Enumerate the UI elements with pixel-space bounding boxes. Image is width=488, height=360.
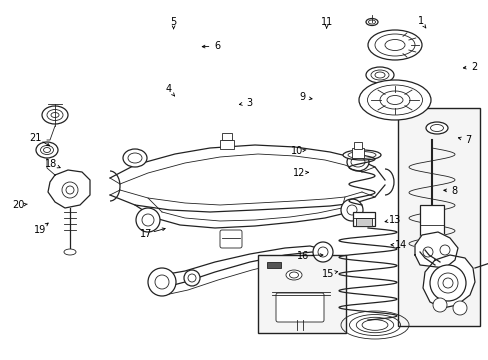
Ellipse shape (365, 18, 377, 26)
Text: 7: 7 (465, 135, 470, 145)
Ellipse shape (123, 149, 147, 167)
Bar (353, 142, 361, 149)
Circle shape (432, 298, 446, 312)
Bar (397, 108, 479, 326)
Bar (352, 212, 374, 226)
Ellipse shape (365, 67, 393, 83)
Ellipse shape (367, 30, 421, 60)
Text: 6: 6 (214, 41, 220, 51)
Bar (222, 133, 231, 140)
Text: 16: 16 (296, 251, 309, 261)
Polygon shape (422, 255, 474, 308)
Text: 18: 18 (45, 159, 58, 169)
Bar (351, 148, 363, 158)
Polygon shape (414, 232, 457, 268)
Polygon shape (48, 170, 90, 208)
Ellipse shape (346, 153, 368, 171)
Circle shape (136, 208, 160, 232)
Text: 11: 11 (320, 17, 332, 27)
Circle shape (312, 242, 332, 262)
Text: 5: 5 (170, 17, 176, 27)
Ellipse shape (36, 142, 58, 158)
Text: 17: 17 (139, 229, 152, 239)
Ellipse shape (358, 80, 430, 120)
Text: 14: 14 (394, 240, 407, 250)
Text: 2: 2 (470, 62, 476, 72)
Circle shape (340, 199, 362, 221)
Text: 9: 9 (299, 92, 305, 102)
Ellipse shape (42, 106, 68, 124)
Circle shape (429, 265, 465, 301)
Text: 8: 8 (451, 186, 457, 196)
Circle shape (148, 268, 176, 296)
Bar (355, 218, 371, 226)
Text: 10: 10 (290, 146, 303, 156)
Text: 21: 21 (29, 132, 41, 143)
Text: 20: 20 (12, 200, 25, 210)
Ellipse shape (64, 249, 76, 255)
Bar (258, 255, 346, 333)
Ellipse shape (285, 270, 302, 280)
Text: 1: 1 (417, 16, 423, 26)
Text: 3: 3 (246, 98, 252, 108)
Ellipse shape (342, 150, 380, 160)
Circle shape (452, 301, 466, 315)
FancyBboxPatch shape (220, 230, 242, 248)
Text: 12: 12 (292, 168, 305, 178)
Text: 19: 19 (34, 225, 46, 235)
Circle shape (183, 270, 200, 286)
Bar (220, 140, 234, 149)
Text: 13: 13 (388, 215, 401, 225)
Bar (266, 262, 281, 268)
Text: 4: 4 (165, 84, 171, 94)
Text: 15: 15 (322, 269, 334, 279)
Bar (419, 205, 443, 260)
FancyBboxPatch shape (275, 293, 324, 322)
Ellipse shape (425, 122, 447, 134)
